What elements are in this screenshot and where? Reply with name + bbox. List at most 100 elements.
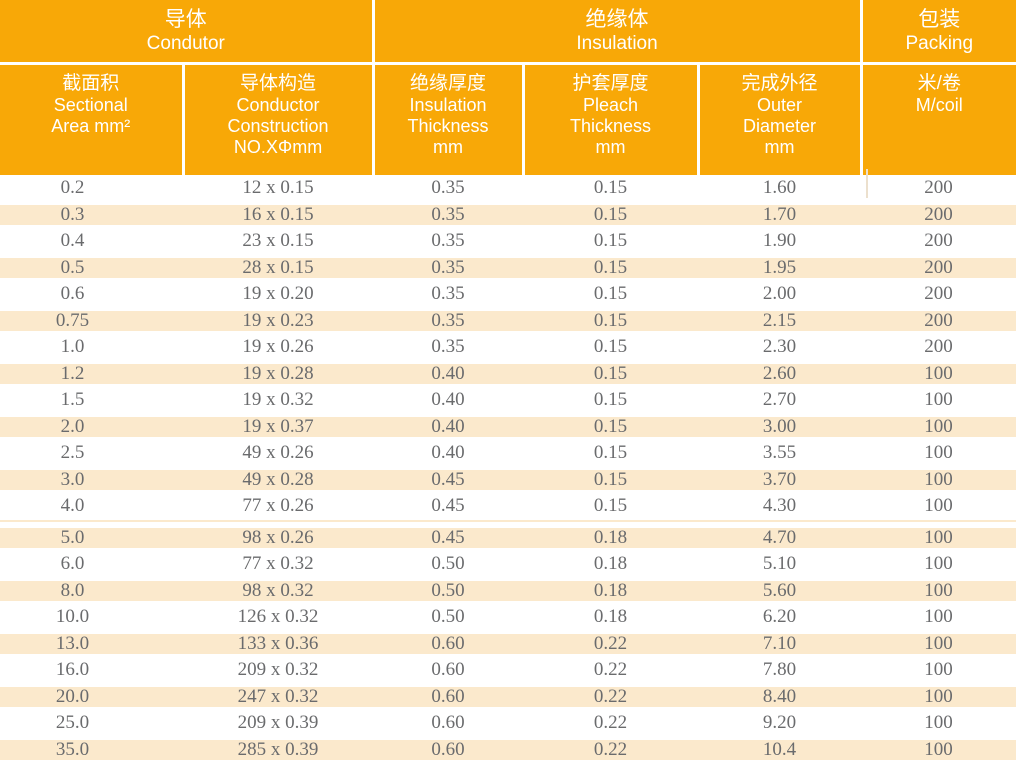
cell-insulation-thickness: 0.40 xyxy=(373,413,524,440)
cell-sectional-area: 16.0 xyxy=(55,659,90,680)
cell-m-per-coil: 200 xyxy=(924,230,953,251)
cell-sectional-area: 13.0 xyxy=(0,630,183,657)
col-header-line: Thickness xyxy=(407,116,489,136)
cell-insulation-thickness: 0.35 xyxy=(431,283,465,304)
cell-pleach-thickness: 0.18 xyxy=(523,524,699,551)
table-row: 0.3 16 x 0.15 0.35 0.15 1.70 200 xyxy=(0,201,1016,228)
cell-insulation-thickness: 0.40 xyxy=(373,360,524,387)
cell-pleach-thickness: 0.15 xyxy=(593,336,628,357)
col-header-line: Diameter xyxy=(743,116,817,136)
cell-m-per-coil: 100 xyxy=(924,389,953,410)
cell-sectional-area: 2.0 xyxy=(0,413,183,440)
cell-pleach-thickness: 0.15 xyxy=(593,495,628,516)
cell-pleach-thickness: 0.15 xyxy=(593,283,628,304)
table-row: 3.0 49 x 0.28 0.45 0.15 3.70 100 xyxy=(0,466,1016,493)
group-packing-zh: 包装 xyxy=(918,7,961,31)
col-header-line: Insulation xyxy=(409,95,487,115)
cell-sectional-area: 3.0 xyxy=(0,466,183,493)
table-row: 0.5 28 x 0.15 0.35 0.15 1.95 200 xyxy=(0,254,1016,281)
cell-pleach-thickness: 0.18 xyxy=(523,577,699,604)
col-header-pleach-thickness: 护套厚度 Pleach Thickness mm xyxy=(521,62,699,175)
table-row: 0.2 12 x 0.15 0.35 0.15 1.60 200 xyxy=(0,175,1016,202)
table-row: 20.0 247 x 0.32 0.60 0.22 8.40 100 xyxy=(0,683,1016,710)
cell-m-per-coil: 100 xyxy=(861,736,1016,763)
table-row: 25.0 209 x 0.39 0.60 0.22 9.20 100 xyxy=(0,710,1016,737)
cell-conductor-construction: 12 x 0.15 xyxy=(242,177,314,198)
cell-outer-diameter: 4.30 xyxy=(762,495,797,516)
cell-insulation-thickness: 0.45 xyxy=(373,524,524,551)
table-row: 35.0 285 x 0.39 0.60 0.22 10.4 100 xyxy=(0,736,1016,763)
cell-m-per-coil: 100 xyxy=(861,360,1016,387)
cell-conductor-construction: 285 x 0.39 xyxy=(183,736,374,763)
cell-insulation-thickness: 0.50 xyxy=(431,606,465,627)
group-insulation-en: Insulation xyxy=(576,32,658,54)
col-header-line: mm xyxy=(433,137,464,157)
table-row: 16.0 209 x 0.32 0.60 0.22 7.80 100 xyxy=(0,657,1016,684)
cell-outer-diameter: 7.80 xyxy=(762,659,797,680)
header-group-row: 导体 Condutor 绝缘体 Insulation 包装 Packing xyxy=(0,0,1016,64)
table-row: 2.5 49 x 0.26 0.40 0.15 3.55 100 xyxy=(0,440,1016,467)
table-row: 0.4 23 x 0.15 0.35 0.15 1.90 200 xyxy=(0,228,1016,255)
cell-conductor-construction: 133 x 0.36 xyxy=(183,630,374,657)
group-conductor-zh: 导体 xyxy=(164,7,207,31)
cell-insulation-thickness: 0.35 xyxy=(431,230,465,251)
table-header: 导体 Condutor 绝缘体 Insulation 包装 Packing 截面… xyxy=(0,0,1016,175)
table-row: 1.2 19 x 0.28 0.40 0.15 2.60 100 xyxy=(0,360,1016,387)
col-header-m-per-coil: 米/卷 M/coil xyxy=(859,62,1016,175)
cell-outer-diameter: 4.70 xyxy=(698,524,862,551)
cell-pleach-thickness: 0.22 xyxy=(523,630,699,657)
col-header-line: Construction xyxy=(227,116,329,136)
cell-insulation-thickness: 0.45 xyxy=(431,495,465,516)
table-row: 0.6 19 x 0.20 0.35 0.15 2.00 200 xyxy=(0,281,1016,308)
cell-sectional-area: 0.6 xyxy=(60,283,85,304)
cell-pleach-thickness: 0.18 xyxy=(593,553,628,574)
cell-outer-diameter: 2.70 xyxy=(762,389,797,410)
cell-sectional-area: 6.0 xyxy=(60,553,85,574)
cell-insulation-thickness: 0.60 xyxy=(431,659,465,680)
cell-outer-diameter: 3.55 xyxy=(762,442,797,463)
header-columns-row: 截面积 Sectional Area mm² 导体构造 Conductor Co… xyxy=(0,62,1016,175)
cell-sectional-area: 4.0 xyxy=(60,495,85,516)
cell-m-per-coil: 100 xyxy=(924,712,953,733)
cell-conductor-construction: 19 x 0.37 xyxy=(183,413,374,440)
cell-outer-diameter: 1.60 xyxy=(762,177,797,198)
cell-insulation-thickness: 0.35 xyxy=(431,177,465,198)
cell-sectional-area: 0.3 xyxy=(0,201,183,228)
cell-sectional-area: 25.0 xyxy=(55,712,90,733)
col-header-line: Outer xyxy=(757,95,803,115)
cell-outer-diameter: 1.90 xyxy=(762,230,797,251)
col-header-line: M/coil xyxy=(915,95,963,115)
cell-outer-diameter: 10.4 xyxy=(698,736,862,763)
cell-m-per-coil: 100 xyxy=(861,630,1016,657)
cell-conductor-construction: 247 x 0.32 xyxy=(183,683,374,710)
table-row: 6.0 77 x 0.32 0.50 0.18 5.10 100 xyxy=(0,551,1016,578)
table-body: 0.2 12 x 0.15 0.35 0.15 1.60 200 0.3 16 x 0.15 0… xyxy=(0,175,1016,763)
col-header-line: 米/卷 xyxy=(917,73,961,94)
group-packing: 包装 Packing xyxy=(859,0,1016,64)
col-header-insulation-thickness: 绝缘厚度 Insulation Thickness mm xyxy=(371,62,524,175)
cell-conductor-construction: 126 x 0.32 xyxy=(237,606,319,627)
cell-pleach-thickness: 0.15 xyxy=(593,230,628,251)
cell-pleach-thickness: 0.22 xyxy=(593,659,628,680)
cell-conductor-construction: 16 x 0.15 xyxy=(183,201,374,228)
cell-outer-diameter: 2.30 xyxy=(762,336,797,357)
col-header-line: Area mm² xyxy=(51,116,131,136)
cell-pleach-thickness: 0.15 xyxy=(523,201,699,228)
cell-sectional-area: 1.0 xyxy=(60,336,85,357)
cell-m-per-coil: 100 xyxy=(861,413,1016,440)
cell-m-per-coil: 200 xyxy=(924,177,953,198)
cell-outer-diameter: 7.10 xyxy=(698,630,862,657)
cell-sectional-area: 2.5 xyxy=(60,442,85,463)
cell-conductor-construction: 98 x 0.26 xyxy=(183,524,374,551)
cell-outer-diameter: 2.60 xyxy=(698,360,862,387)
col-header-line: 导体构造 xyxy=(240,73,317,94)
cell-insulation-thickness: 0.45 xyxy=(373,466,524,493)
cell-pleach-thickness: 0.15 xyxy=(523,466,699,493)
cell-conductor-construction: 209 x 0.39 xyxy=(237,712,319,733)
cell-m-per-coil: 100 xyxy=(861,683,1016,710)
cell-conductor-construction: 49 x 0.28 xyxy=(183,466,374,493)
cell-pleach-thickness: 0.15 xyxy=(593,389,628,410)
cell-sectional-area: 1.2 xyxy=(0,360,183,387)
group-conductor-en: Condutor xyxy=(146,32,225,54)
